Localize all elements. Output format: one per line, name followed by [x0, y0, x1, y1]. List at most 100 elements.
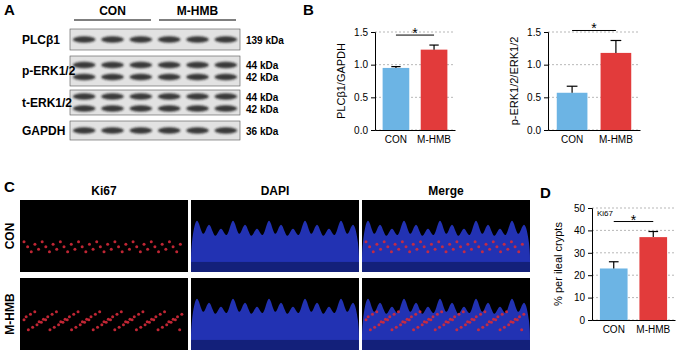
- ki67-signal: [372, 250, 375, 253]
- bar: [639, 237, 667, 320]
- y-tick: 0.5: [354, 92, 375, 103]
- ki67-signal: [426, 250, 429, 253]
- panel-c: Ki67DAPIMergeCONM-HMB: [3, 184, 530, 350]
- ki67-signal: [92, 328, 95, 331]
- ki67-signal: [165, 323, 168, 326]
- ki67-signal: [434, 248, 437, 251]
- dapi-signal: [191, 299, 359, 343]
- ki67-signal: [113, 240, 116, 243]
- blot-strip: [70, 90, 240, 115]
- blot-strip: [70, 29, 240, 50]
- blot-band: [130, 127, 153, 134]
- micrograph: [362, 278, 530, 350]
- y-tick-mark: [588, 253, 592, 254]
- panel-label: A: [4, 1, 15, 18]
- ki67-signal: [522, 313, 525, 316]
- ki67-signal: [468, 321, 471, 324]
- micrograph: [20, 278, 188, 350]
- bar-chart: 0.00.51.01.5CONM-HMBp-ERK1/2/ERK1/2*: [508, 20, 641, 145]
- y-tick-label: 1.5: [354, 27, 368, 38]
- error-bar: [615, 40, 616, 52]
- ki67-signal: [386, 245, 389, 248]
- column-label: DAPI: [261, 184, 290, 198]
- ki67-signal: [503, 243, 506, 246]
- ki67-signal: [459, 245, 462, 248]
- ki67-signal: [401, 240, 404, 243]
- y-tick: 10: [574, 292, 592, 303]
- ki67-signal: [415, 248, 418, 251]
- ki67-signal: [144, 323, 147, 326]
- error-cap: [567, 86, 578, 87]
- blot-band: [215, 127, 238, 134]
- ki67-signal: [141, 310, 144, 313]
- ki67-signal: [70, 328, 73, 331]
- group-underline: [159, 19, 236, 20]
- blot-band: [215, 62, 238, 69]
- y-tick: 40: [574, 225, 592, 236]
- blot-band: [186, 62, 209, 69]
- ki67-signal: [490, 321, 493, 324]
- ki67-signal: [507, 323, 510, 326]
- ki67-signal: [383, 240, 386, 243]
- y-tick: 50: [574, 203, 592, 214]
- micrograph-background: [191, 278, 359, 350]
- ki67-signal: [485, 243, 488, 246]
- dapi-base: [191, 262, 359, 272]
- size-label: 44 kDa: [246, 60, 279, 71]
- background: [0, 0, 685, 356]
- y-axis: 01020304050: [574, 203, 593, 326]
- y-tick-mark: [588, 275, 592, 276]
- bar: [421, 50, 448, 130]
- blot-band: [130, 93, 153, 100]
- panel-label: C: [4, 178, 15, 195]
- micrograph: [362, 200, 530, 272]
- y-tick: 1.0: [354, 59, 375, 70]
- y-tick-mark: [371, 130, 375, 131]
- ki67-signal: [382, 321, 385, 324]
- ki67-signal: [35, 323, 38, 326]
- ki67-signal: [477, 328, 480, 331]
- ki67-signal: [55, 310, 58, 313]
- ki67-signal: [133, 315, 136, 318]
- ki67-signal: [474, 240, 477, 243]
- ki67-signal: [154, 315, 157, 318]
- ki67-signal: [399, 323, 402, 326]
- blot-strip: [70, 56, 240, 86]
- ki67-signal: [410, 315, 413, 318]
- blot-band: [73, 105, 96, 112]
- ki67-signal: [66, 250, 69, 253]
- row-label: CON: [3, 223, 17, 250]
- ki67-signal: [57, 323, 60, 326]
- ki67-signal: [33, 243, 36, 246]
- protein-label: GAPDH: [22, 124, 65, 138]
- ki67-signal: [124, 243, 127, 246]
- error-bar: [433, 45, 434, 50]
- blot-band: [186, 74, 209, 81]
- ki67-signal: [31, 326, 34, 329]
- ki67-signal: [388, 315, 391, 318]
- blot-band: [158, 62, 181, 69]
- ki67-signal: [390, 328, 393, 331]
- ki67-signal: [397, 248, 400, 251]
- y-tick-label: 10: [574, 292, 586, 303]
- ki67-signal: [390, 250, 393, 253]
- error-cap: [611, 40, 622, 41]
- ki67-signal: [365, 240, 368, 243]
- ki67-signal: [430, 243, 433, 246]
- ki67-signal: [475, 315, 478, 318]
- blot-band: [158, 93, 181, 100]
- x-tick: M-HMB: [599, 134, 633, 145]
- micrograph-background: [362, 200, 530, 272]
- ki67-signal: [174, 318, 177, 321]
- ki67-signal: [438, 326, 441, 329]
- ki67-signal: [423, 245, 426, 248]
- ki67-signal: [77, 240, 80, 243]
- ki67-signal: [437, 240, 440, 243]
- blot-band: [101, 36, 124, 43]
- ki67-signal: [510, 240, 513, 243]
- ki67-signal: [501, 313, 504, 316]
- size-label: 139 kDa: [246, 35, 284, 46]
- micrograph: [191, 278, 359, 350]
- ki67-signal: [445, 250, 448, 253]
- ki67-signal: [26, 245, 29, 248]
